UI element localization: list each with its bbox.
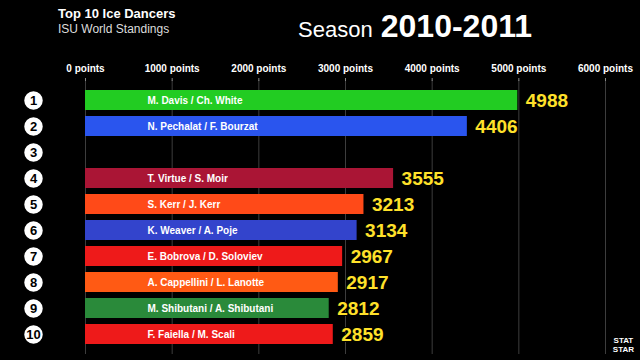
svg-text:2859: 2859 xyxy=(341,324,383,345)
svg-text:3: 3 xyxy=(30,145,37,160)
svg-text:4406: 4406 xyxy=(475,116,517,137)
svg-text:10: 10 xyxy=(26,327,40,342)
svg-text:4: 4 xyxy=(30,171,38,186)
svg-text:A. Cappellini / L. Lanotte: A. Cappellini / L. Lanotte xyxy=(148,277,265,288)
svg-text:1: 1 xyxy=(30,93,37,108)
svg-text:3213: 3213 xyxy=(372,194,414,215)
svg-text:5000 points: 5000 points xyxy=(491,63,546,74)
svg-text:0 points: 0 points xyxy=(66,63,105,74)
svg-text:3000 points: 3000 points xyxy=(318,63,373,74)
svg-text:5: 5 xyxy=(30,197,37,212)
svg-text:1000 points: 1000 points xyxy=(145,63,200,74)
svg-text:7: 7 xyxy=(30,249,37,264)
svg-text:2917: 2917 xyxy=(346,272,388,293)
svg-text:3134: 3134 xyxy=(365,220,408,241)
svg-text:9: 9 xyxy=(30,301,37,316)
svg-text:M. Shibutani / A. Shibutani: M. Shibutani / A. Shibutani xyxy=(148,303,274,314)
html-text:Season 2010-2011: Season 2010-2011 xyxy=(298,8,532,44)
svg-text:6000 points: 6000 points xyxy=(578,63,633,74)
svg-text:4988: 4988 xyxy=(526,90,568,111)
svg-text:2000 points: 2000 points xyxy=(231,63,286,74)
svg-text:E. Bobrova / D. Soloviev: E. Bobrova / D. Soloviev xyxy=(148,251,263,262)
svg-text:3555: 3555 xyxy=(402,168,445,189)
html-text:STAR: STAR xyxy=(612,345,634,354)
svg-text:M. Davis / Ch. White: M. Davis / Ch. White xyxy=(148,95,243,106)
svg-text:2967: 2967 xyxy=(351,246,393,267)
svg-text:2: 2 xyxy=(30,119,37,134)
svg-text:T. Virtue / S. Moir: T. Virtue / S. Moir xyxy=(148,173,228,184)
html-text:Top 10 Ice Dancers: Top 10 Ice Dancers xyxy=(58,6,176,21)
svg-text:F. Faiella / M. Scali: F. Faiella / M. Scali xyxy=(148,329,235,340)
svg-text:4000 points: 4000 points xyxy=(405,63,460,74)
svg-text:8: 8 xyxy=(30,275,37,290)
svg-text:K. Weaver / A. Poje: K. Weaver / A. Poje xyxy=(148,225,238,236)
html-text:ISU World Standings: ISU World Standings xyxy=(58,22,170,36)
svg-text:S. Kerr / J. Kerr: S. Kerr / J. Kerr xyxy=(148,199,221,210)
svg-text:2812: 2812 xyxy=(337,298,379,319)
svg-text:6: 6 xyxy=(30,223,37,238)
svg-text:N. Pechalat / F. Bourzat: N. Pechalat / F. Bourzat xyxy=(148,121,259,132)
html-text:STAT: STAT xyxy=(613,336,634,345)
